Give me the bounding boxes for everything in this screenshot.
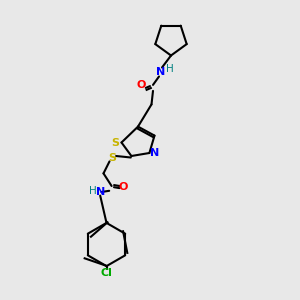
Text: O: O [137,80,146,91]
Text: H: H [88,186,96,197]
Text: N: N [96,187,105,197]
Text: N: N [150,148,159,158]
Text: H: H [166,64,173,74]
Text: N: N [156,67,165,77]
Text: O: O [119,182,128,192]
Text: S: S [111,137,119,148]
Text: S: S [109,153,116,164]
Text: Cl: Cl [100,268,112,278]
